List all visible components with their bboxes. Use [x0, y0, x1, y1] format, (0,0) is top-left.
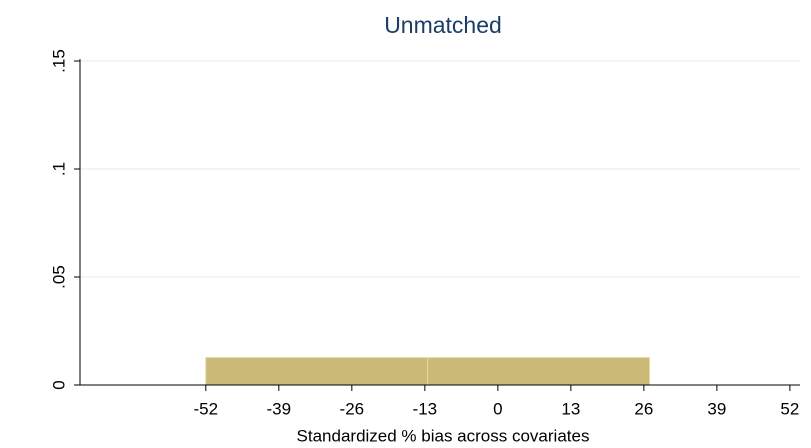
y-tick-label: 0 [49, 380, 68, 389]
x-axis-label: Standardized % bias across covariates [297, 426, 590, 445]
bar [427, 357, 650, 386]
x-tick-label: 13 [561, 399, 580, 418]
x-tick-label: 0 [493, 399, 502, 418]
x-tick-label: -39 [267, 399, 292, 418]
x-tick-label: -26 [340, 399, 365, 418]
bar [205, 357, 429, 386]
y-tick-label: .05 [49, 265, 68, 289]
x-tick-label: 26 [634, 399, 653, 418]
y-tick-label: .1 [49, 162, 68, 176]
y-tick-label: .15 [49, 49, 68, 73]
x-tick-label: -52 [194, 399, 219, 418]
x-tick-label: 39 [707, 399, 726, 418]
chart-title: Unmatched [384, 12, 502, 38]
x-tick-label: -13 [413, 399, 438, 418]
x-tick-label: 52 [780, 399, 799, 418]
